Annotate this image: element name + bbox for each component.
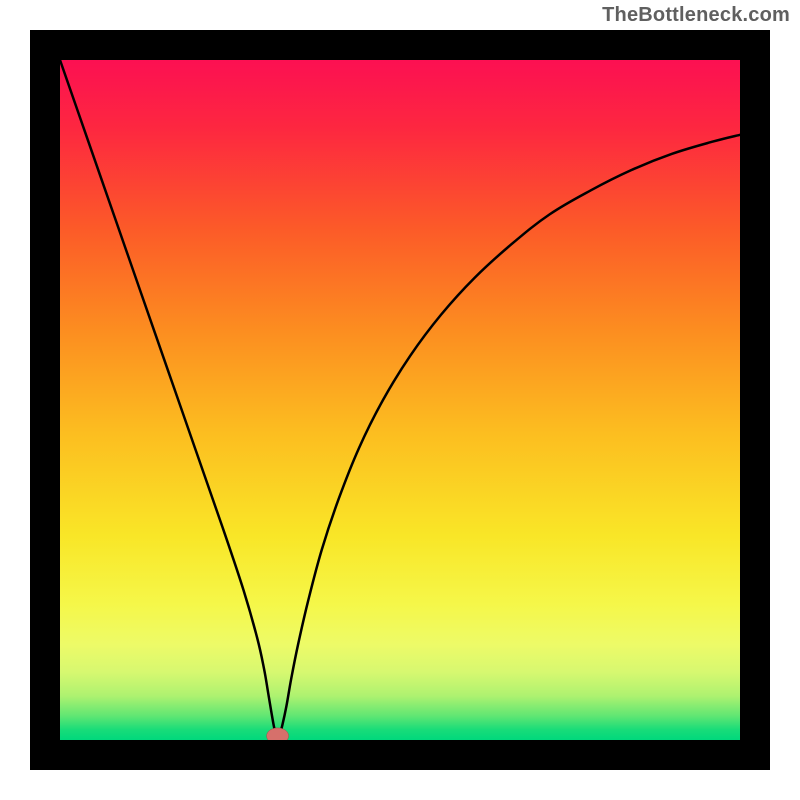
bottleneck-chart	[0, 0, 800, 800]
plot-background	[60, 60, 740, 740]
chart-wrapper: TheBottleneck.com	[0, 0, 800, 800]
attribution-text: TheBottleneck.com	[602, 4, 790, 27]
